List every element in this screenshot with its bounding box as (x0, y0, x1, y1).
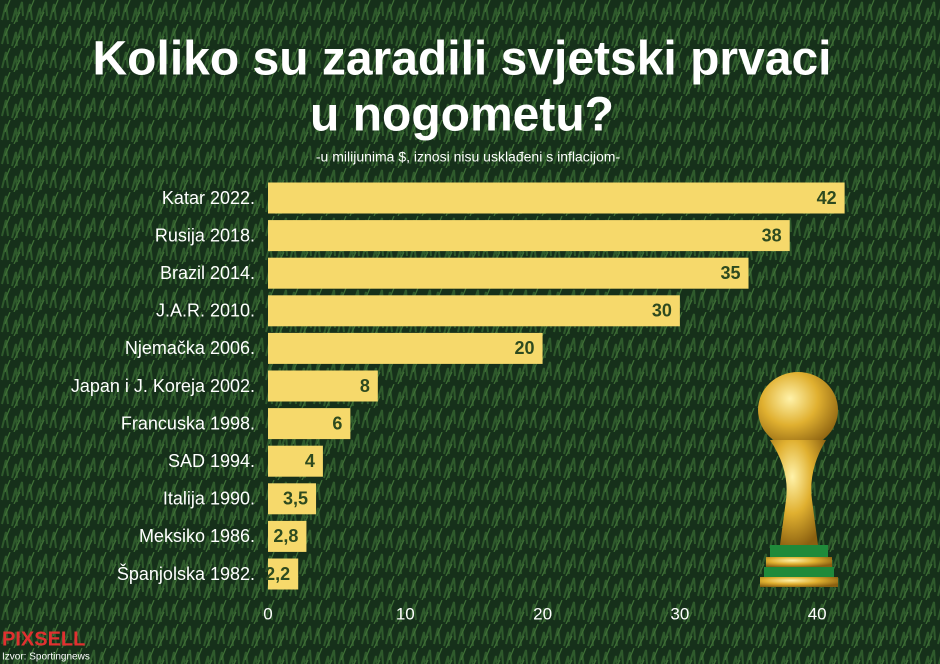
y-tick-label: Rusija 2018. (155, 225, 255, 245)
y-tick-label: Meksiko 1986. (139, 526, 255, 546)
bar (268, 445, 323, 477)
bar (268, 295, 680, 327)
value-label: 30 (652, 301, 672, 321)
x-tick-label: 40 (808, 604, 827, 623)
bar (268, 520, 307, 552)
trophy (758, 372, 838, 587)
x-tick-label: 30 (670, 604, 689, 623)
x-tick-label: 10 (396, 604, 415, 623)
bar (268, 558, 299, 590)
y-tick-label: Njemačka 2006. (125, 338, 255, 358)
value-label: 2,8 (273, 526, 298, 546)
bar (268, 220, 790, 252)
y-tick-label: Francuska 1998. (121, 413, 255, 433)
x-tick-label: 20 (533, 604, 552, 623)
value-label: 4 (305, 451, 315, 471)
y-tick-label: Katar 2022. (162, 188, 255, 208)
y-tick-label: J.A.R. 2010. (156, 301, 255, 321)
bar (268, 182, 845, 214)
logo: PIXSELL (2, 628, 85, 650)
bar (268, 257, 749, 289)
source: Izvor: Sportingnews (2, 652, 90, 663)
bar (268, 332, 543, 364)
y-tick-label: SAD 1994. (168, 451, 255, 471)
value-label: 3,5 (283, 489, 308, 509)
value-label: 20 (515, 338, 535, 358)
bar (268, 408, 351, 440)
y-tick-label: Španjolska 1982. (117, 563, 255, 584)
value-label: 6 (332, 413, 342, 433)
y-tick-label: Japan i J. Koreja 2002. (71, 376, 255, 396)
chart-title: Koliko su zaradili svjetski prvaci (93, 33, 832, 86)
bar (268, 370, 378, 402)
chart-subtitle: -u milijunima $, iznosi nisu usklađeni s… (316, 149, 621, 165)
x-tick-label: 0 (263, 604, 272, 623)
value-label: 2,2 (265, 564, 290, 584)
value-label: 42 (817, 188, 837, 208)
value-label: 8 (360, 376, 370, 396)
value-label: 38 (762, 225, 782, 245)
chart-title: u nogometu? (310, 89, 614, 142)
y-tick-label: Italija 1990. (163, 489, 255, 509)
bar (268, 483, 317, 515)
y-tick-label: Brazil 2014. (160, 263, 255, 283)
value-label: 35 (720, 263, 740, 283)
